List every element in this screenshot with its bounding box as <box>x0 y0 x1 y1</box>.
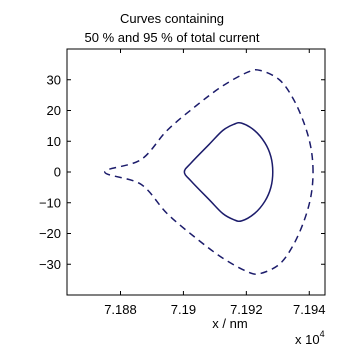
y-tick-label: −30 <box>39 257 61 272</box>
x-tick-label: 7.19 <box>171 302 196 317</box>
chart-title-line-2: 50 % and 95 % of total current <box>85 30 260 45</box>
x-multiplier-base: x 10 <box>295 332 320 345</box>
contour-95-percent-line <box>104 69 314 275</box>
y-tick-label: 0 <box>54 165 61 180</box>
x-tick-label: 7.194 <box>293 302 326 317</box>
y-tick-label: 10 <box>47 134 61 149</box>
x-axis-label: x / nm <box>212 316 247 331</box>
x-multiplier-label: x 104 <box>295 329 325 345</box>
contour-50-percent-line <box>183 121 274 223</box>
y-tick-label: −10 <box>39 195 61 210</box>
chart-title-line-1: Curves containing <box>120 11 224 26</box>
y-tick-label: 20 <box>47 103 61 118</box>
x-tick-label: 7.188 <box>104 302 137 317</box>
y-tick-label: −20 <box>39 226 61 241</box>
plot-frame <box>66 48 326 296</box>
x-multiplier-exponent: 4 <box>320 329 325 339</box>
x-tick-label: 7.192 <box>230 302 263 317</box>
tick-layer: 7.188 7.19 7.192 7.194 30 20 10 0 −10 −20 −30 <box>39 49 326 317</box>
series-layer <box>104 69 314 275</box>
y-tick-label: 30 <box>47 72 61 87</box>
